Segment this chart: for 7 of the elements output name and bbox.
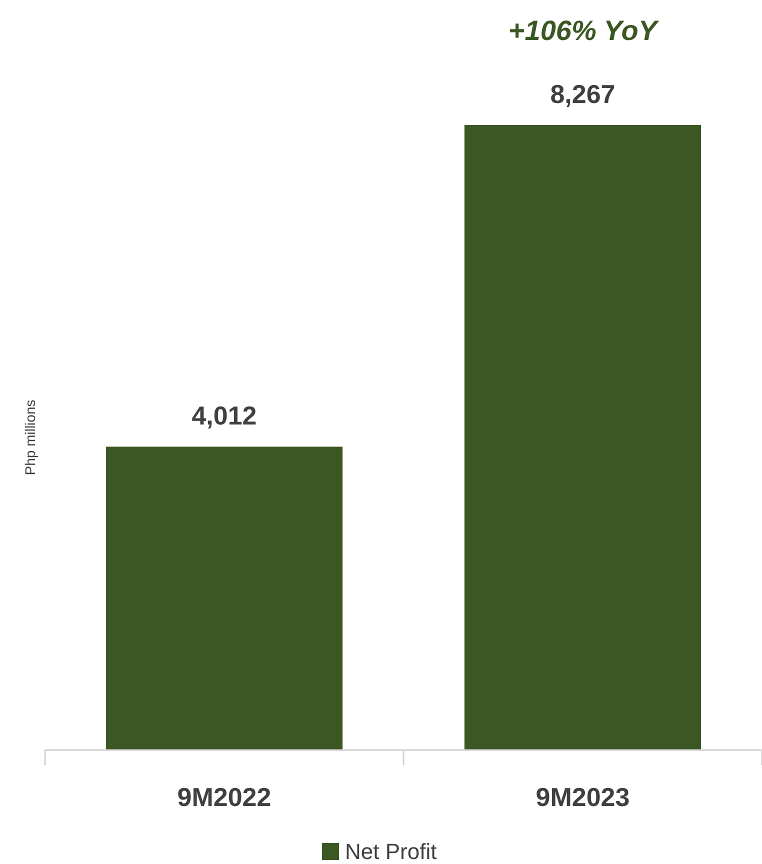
y-axis-title: Php millions (22, 400, 38, 476)
x-tick-label: 9M2022 (177, 782, 272, 812)
text: +106% YoY (508, 15, 660, 46)
data-label: 8,267 (550, 79, 616, 109)
x-tick-label: 9M2023 (536, 782, 630, 812)
data-label: 4,012 (192, 400, 257, 431)
legend-label: Net Profit (345, 839, 437, 864)
